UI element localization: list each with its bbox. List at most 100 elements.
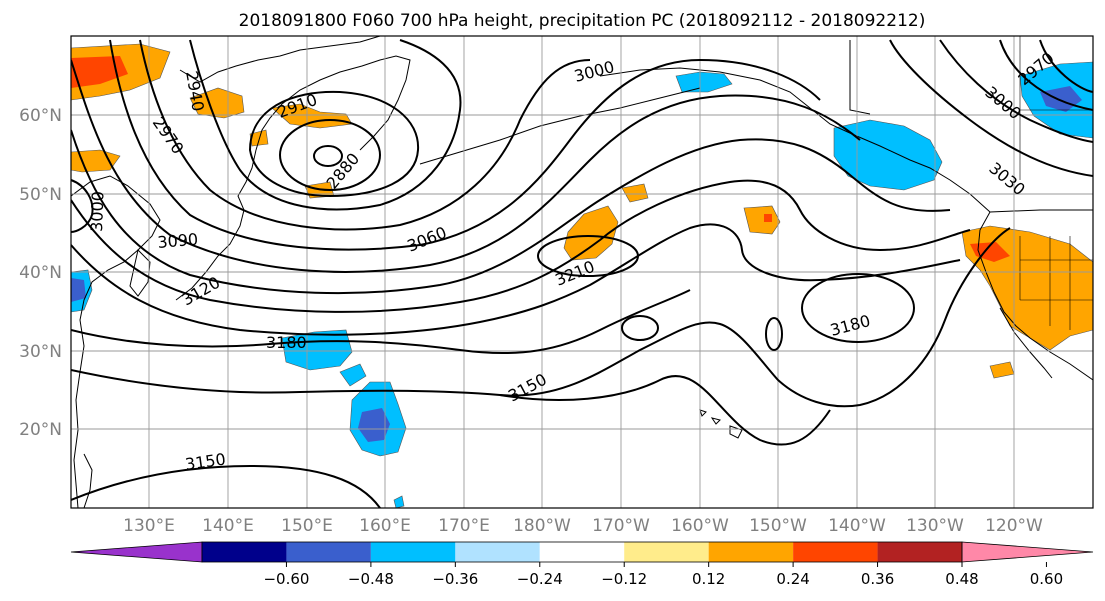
coast-hawaii-2 [710,417,721,425]
contour-3150-south [71,464,381,508]
contour-3210-high [537,235,639,277]
figure-title: 2018091800 F060 700 hPa height, precipit… [239,11,926,31]
lon-label: 150°W [749,516,807,536]
precip-area-orange-g [743,205,781,235]
colorbar-extend-high [961,541,1094,563]
contour-3000-north [109,39,821,251]
colorbar-box [455,542,540,562]
coast-hawaii-3 [699,409,707,417]
colorbar-tick-label: 0.36 [861,570,894,588]
colorbar-box [370,542,456,562]
precip-area-orange-central [563,205,619,261]
precip-area-cyan-g [393,495,405,508]
contour-ne-low-3 [999,39,1093,111]
colorbar-box [793,542,878,562]
precip-area-cyan-d [281,329,353,371]
lat-label: 40°N [19,263,62,283]
contour-3120 [71,223,961,336]
colorbar-tick-label: −0.24 [517,570,563,588]
colorbar-box [708,542,794,562]
lon-label: 170°W [592,516,650,536]
lon-label: 140°W [828,516,886,536]
lon-label: 170°E [438,516,490,536]
colorbar-tick-label: −0.12 [601,570,647,588]
coast-north-america [977,211,1093,381]
contour-3150-main [71,227,1011,408]
lat-label: 30°N [19,342,62,362]
colorbar-tick-label: 0.24 [776,570,809,588]
lon-label: 180°W [513,516,571,536]
gridlines [71,36,1093,508]
contour-3180-high [801,273,915,343]
coast-aleutians [419,87,701,165]
lat-label: 20°N [19,420,62,440]
lon-label: 160°E [359,516,411,536]
contour-3030 [71,59,861,273]
precip-area-darkblue-w [71,278,86,302]
contour-low-center-2880 [279,119,381,191]
colorbar-tick-label: 0.12 [692,570,725,588]
lon-label: 150°E [281,516,333,536]
contour-labels: 2940 2970 2910 2880 3000 2970 3000 3030 … [87,48,1058,474]
contour-3060 [71,129,951,295]
coastlines [71,36,1093,508]
precip-area-blue-f [358,408,390,442]
colorbar-box [624,542,709,562]
lat-label: 50°N [19,185,62,205]
colorbar-extend-low [70,541,203,563]
map-area: 2940 2970 2910 2880 3000 2970 3000 3030 … [71,36,1093,508]
precip-area-cyan-e [339,363,367,387]
colorbar-box [202,542,287,562]
colorbar-tick-label: −0.48 [348,570,394,588]
contour-2970 [139,39,591,231]
contour-ne-low-4 [1039,39,1093,93]
lon-label: 160°W [671,516,729,536]
coast-sakhalin-kamchatka [255,55,411,151]
colorbar: −0.60 −0.48 −0.36 −0.24 −0.12 0.12 0.24 0.36 0.4… [70,541,1094,588]
contour-ne-low-outer [889,39,1093,177]
lon-label: 130°E [123,516,175,536]
colorbar-box [877,542,962,562]
coast-siberia-north [179,36,381,83]
contour-ne-low-2 [939,39,1093,143]
precip-area-orange-d [71,149,121,173]
coast-asia-mainland [71,175,161,508]
contour-3180-small-b [765,317,783,351]
colorbar-box [539,542,625,562]
coast-philippines [83,453,93,508]
contour-3090 [71,179,971,313]
colorbar-tick-label: 0.48 [945,570,978,588]
map-frame [70,35,1094,509]
longitude-labels: 130°E 140°E 150°E 160°E 170°E 180°W 170°… [123,516,1043,536]
contour-label: 3180 [266,333,307,352]
precip-area-orange-b [271,103,353,129]
contour-3180-small-a [621,315,659,341]
colorbar-tick-label: 0.60 [1030,570,1063,588]
precip-area-orange-f [621,183,649,203]
precip-shading [71,43,1093,508]
precip-area-red-g [764,214,772,222]
colorbar-box [286,542,371,562]
lon-label: 120°W [985,516,1043,536]
coast-us-border [989,209,1093,213]
coast-baja [999,307,1053,379]
contour-2910 [248,90,420,198]
lon-label: 130°W [906,516,964,536]
coast-us-state-lines [1019,236,1093,330]
colorbar-tick-label: −0.60 [263,570,309,588]
contour-3150-se [499,375,831,446]
latitude-labels: 60°N 50°N 40°N 30°N 20°N [19,106,62,440]
contour-2940 [189,39,462,211]
contour-3180 [71,289,691,355]
colorbar-outline [201,541,963,563]
contour-west-small [71,179,94,233]
height-contours [71,39,1093,508]
colorbar-tick-label: −0.36 [432,570,478,588]
contour-label: 3090 [157,230,199,252]
lon-label: 140°E [202,516,254,536]
contour-low-center-inner [313,145,343,167]
precip-area-orange-a [189,87,245,119]
lat-label: 60°N [19,106,62,126]
